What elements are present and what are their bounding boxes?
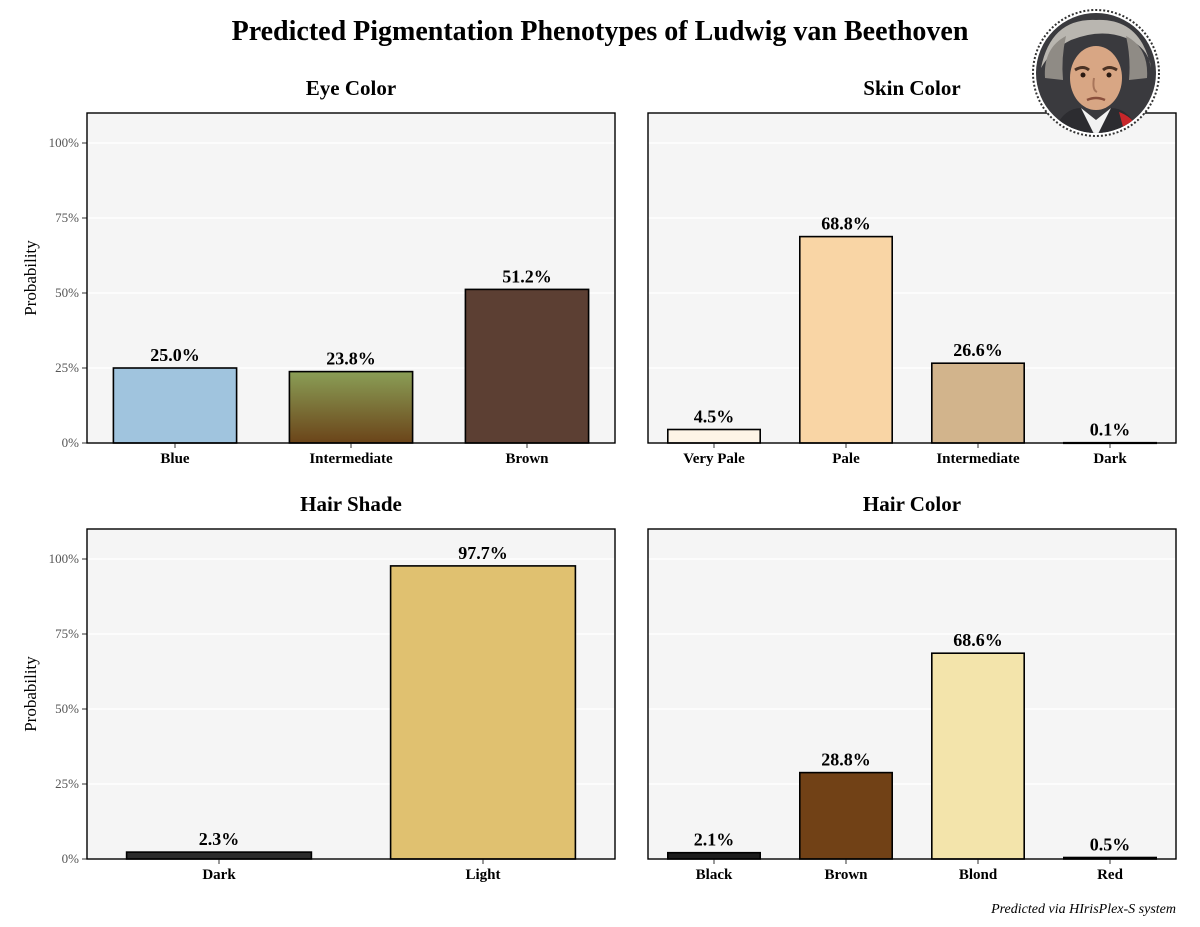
hair-shade-bar-light xyxy=(389,565,577,860)
skin-color-value-label-intermediate: 26.6% xyxy=(953,340,1003,360)
hair-shade-value-label-light: 97.7% xyxy=(458,543,508,563)
eye-color-value-label-brown: 51.2% xyxy=(502,266,552,286)
hair-shade-title: Hair Shade xyxy=(300,492,402,516)
skin-color-value-label-very-pale: 4.5% xyxy=(694,407,735,427)
hair-color-plot-background xyxy=(648,529,1176,859)
hair-color-category-label-brown: Brown xyxy=(824,867,868,883)
hair-color-value-label-black: 2.1% xyxy=(694,830,735,850)
eye-color-ylabel: Probability xyxy=(21,240,40,316)
eye-color-ytick-label: 50% xyxy=(55,285,79,300)
skin-color-panel: 4.5% Very Pale 68.8% Pale 26.6% Intermediate 0… xyxy=(647,76,1177,467)
footnote: Predicted via HIrisPlex-S system xyxy=(991,902,1176,917)
page-title: Predicted Pigmentation Phenotypes of Lud… xyxy=(231,16,969,47)
eye-color-bar-brown xyxy=(464,288,590,444)
hair-shade-panel: 0% 25% 50% 75% 100% 2.3% Dark 97.7% Light Hair Sh… xyxy=(21,492,616,883)
eye-color-value-label-intermediate: 23.8% xyxy=(326,349,376,369)
eye-color-value-label-blue: 25.0% xyxy=(150,345,200,365)
hair-shade-ytick-label: 75% xyxy=(55,626,79,641)
eye-color-category-label-blue: Blue xyxy=(160,451,190,467)
skin-color-plot-background xyxy=(648,113,1176,443)
beethoven-portrait-icon xyxy=(1032,9,1160,137)
eye-color-ytick-label: 25% xyxy=(55,360,79,375)
hair-color-category-label-blond: Blond xyxy=(959,867,998,883)
hair-shade-plot-border xyxy=(86,528,616,860)
eye-color-bar-blue xyxy=(112,367,238,444)
skin-color-plot-border xyxy=(647,112,1177,444)
hair-color-category-label-black: Black xyxy=(696,867,733,883)
hair-shade-category-label-light: Light xyxy=(465,867,500,883)
skin-color-category-label-pale: Pale xyxy=(832,451,860,467)
skin-color-category-label-intermediate: Intermediate xyxy=(936,451,1020,467)
hair-color-bar-blond xyxy=(930,652,1025,860)
hair-shade-ylabel: Probability xyxy=(21,656,40,732)
hair-color-panel: 2.1% Black 28.8% Brown 68.6% Blond 0.5% Red Hair… xyxy=(647,492,1177,883)
hair-shade-ytick-label: 100% xyxy=(49,551,80,566)
hair-shade-ytick-label: 25% xyxy=(55,776,79,791)
skin-color-category-label-very-pale: Very Pale xyxy=(683,451,745,467)
eye-color-ytick-label: 100% xyxy=(49,135,80,150)
eye-color-category-label-intermediate: Intermediate xyxy=(309,451,393,467)
skin-color-bar-very-pale xyxy=(666,428,761,444)
eye-color-panel: 0% 25% 50% 75% 100% 25.0% Blue 23.8% Intermediat… xyxy=(21,76,616,467)
hair-color-value-label-brown: 28.8% xyxy=(821,750,871,770)
skin-color-bar-intermediate xyxy=(930,362,1025,444)
eye-color-ytick-label: 75% xyxy=(55,210,79,225)
eye-color-title: Eye Color xyxy=(306,76,396,100)
skin-color-category-label-dark: Dark xyxy=(1093,451,1127,467)
eye-color-ytick-label: 0% xyxy=(62,435,80,450)
hair-color-bar-black xyxy=(666,851,761,860)
hair-color-plot-border xyxy=(647,528,1177,860)
skin-color-title: Skin Color xyxy=(863,76,960,100)
hair-shade-bar-dark xyxy=(125,851,313,860)
skin-color-value-label-pale: 68.8% xyxy=(821,214,871,234)
hair-shade-value-label-dark: 2.3% xyxy=(199,829,240,849)
hair-color-category-label-red: Red xyxy=(1097,867,1123,883)
hair-color-bar-brown xyxy=(798,771,893,860)
hair-color-value-label-blond: 68.6% xyxy=(953,630,1003,650)
hair-color-title: Hair Color xyxy=(863,492,961,516)
hair-shade-category-label-dark: Dark xyxy=(202,867,236,883)
hair-shade-ytick-label: 50% xyxy=(55,701,79,716)
skin-color-bar-pale xyxy=(798,235,893,444)
eye-color-plot-border xyxy=(86,112,616,444)
hair-color-value-label-red: 0.5% xyxy=(1090,835,1131,855)
eye-color-category-label-brown: Brown xyxy=(505,451,549,467)
skin-color-value-label-dark: 0.1% xyxy=(1090,420,1131,440)
eye-color-bar-intermediate xyxy=(288,370,414,444)
hair-shade-ytick-label: 0% xyxy=(62,851,80,866)
